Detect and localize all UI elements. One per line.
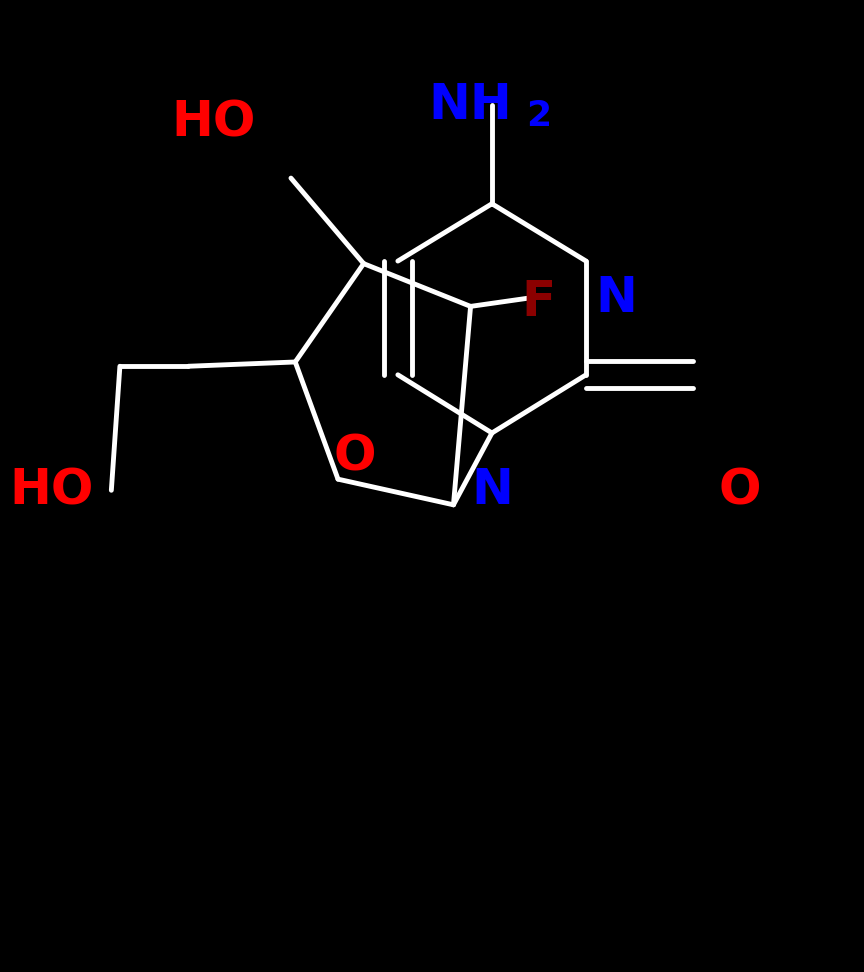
Text: N: N <box>595 274 637 322</box>
Text: O: O <box>719 467 761 514</box>
Text: N: N <box>471 467 513 514</box>
Text: 2: 2 <box>526 99 551 132</box>
Text: HO: HO <box>172 98 256 147</box>
Text: NH: NH <box>429 82 512 129</box>
Text: HO: HO <box>10 467 93 514</box>
Text: F: F <box>522 278 556 327</box>
Text: O: O <box>334 433 377 480</box>
